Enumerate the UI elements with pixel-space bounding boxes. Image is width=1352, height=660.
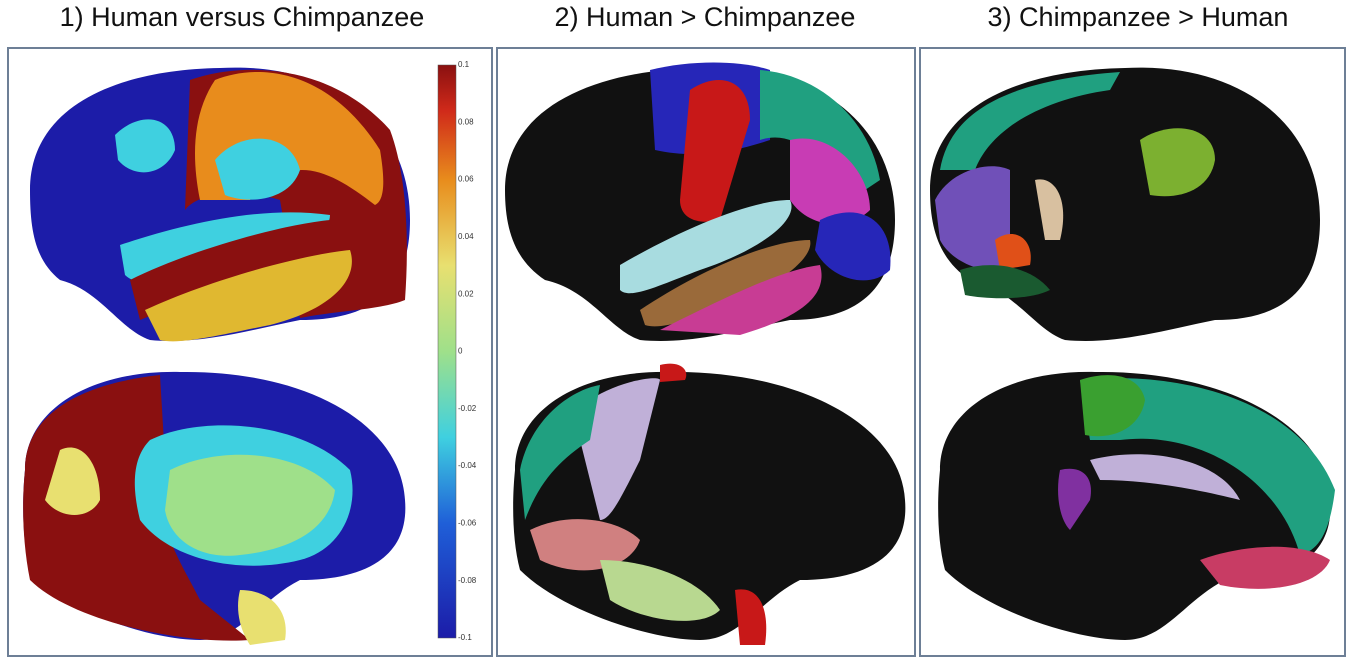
- colorbar-tick-label: -0.06: [458, 519, 477, 528]
- colorbar-tick-label: -0.02: [458, 404, 477, 413]
- colorbar-tick-label: 0: [458, 347, 463, 356]
- colorbar-tick-label: -0.1: [458, 633, 472, 642]
- panel-title: 1) Human versus Chimpanzee: [60, 2, 425, 32]
- colorbar-tick-label: 0.08: [458, 117, 474, 126]
- colorbar: [438, 65, 456, 638]
- figure: 1) Human versus Chimpanzee 2) Human > Ch…: [0, 0, 1352, 660]
- panel-title: 3) Chimpanzee > Human: [988, 2, 1289, 32]
- colorbar-tick-label: -0.04: [458, 461, 477, 470]
- panel-title: 2) Human > Chimpanzee: [555, 2, 856, 32]
- colorbar-tick-label: 0.06: [458, 175, 474, 184]
- colorbar-tick-label: -0.08: [458, 576, 477, 585]
- colorbar-tick-label: 0.04: [458, 232, 474, 241]
- colorbar-tick-label: 0.1: [458, 60, 470, 69]
- colorbar-tick-label: 0.02: [458, 289, 474, 298]
